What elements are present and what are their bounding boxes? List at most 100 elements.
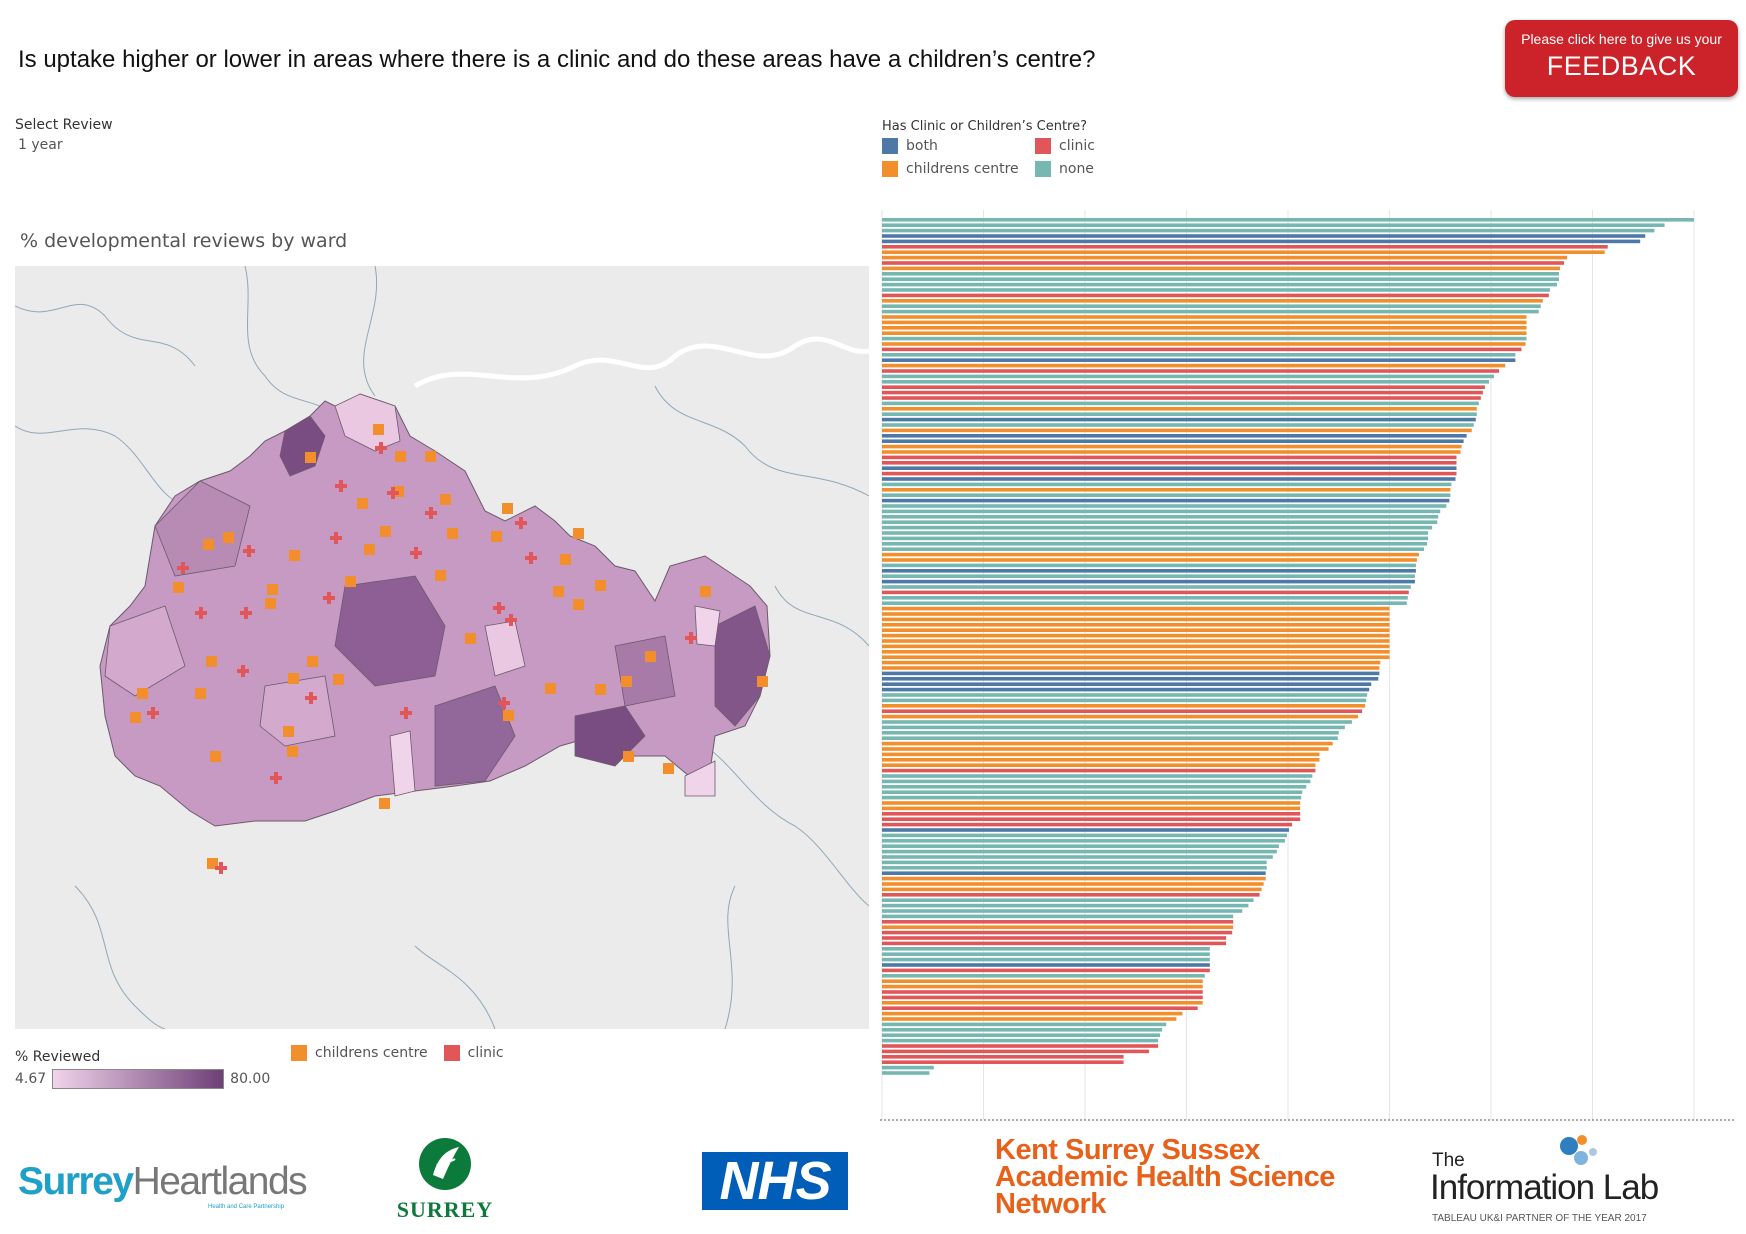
bar[interactable] (882, 531, 1429, 535)
bar[interactable] (882, 898, 1254, 902)
bar[interactable] (882, 623, 1390, 627)
legend-item-clinic[interactable]: clinic (1035, 138, 1155, 154)
bar[interactable] (882, 266, 1561, 271)
bar[interactable] (882, 682, 1372, 686)
bar[interactable] (882, 714, 1359, 719)
bar[interactable] (882, 952, 1210, 956)
bar[interactable] (882, 617, 1390, 622)
bar[interactable] (882, 828, 1290, 832)
bar[interactable] (882, 698, 1367, 703)
bar[interactable] (882, 1001, 1203, 1005)
bar[interactable] (882, 1038, 1159, 1043)
bar[interactable] (882, 903, 1249, 908)
bar[interactable] (882, 444, 1462, 449)
bar[interactable] (882, 795, 1302, 800)
bar[interactable] (882, 434, 1467, 438)
bar[interactable] (882, 412, 1477, 416)
bar[interactable] (882, 866, 1267, 870)
bar[interactable] (882, 876, 1266, 881)
bar[interactable] (882, 768, 1316, 773)
bar[interactable] (882, 336, 1527, 341)
bar[interactable] (882, 574, 1415, 578)
bar[interactable] (882, 606, 1390, 611)
bar[interactable] (882, 995, 1203, 1000)
bar[interactable] (882, 525, 1433, 530)
bar[interactable] (882, 677, 1379, 681)
bar[interactable] (882, 860, 1267, 865)
bar[interactable] (882, 1060, 1124, 1064)
bar[interactable] (882, 471, 1457, 476)
bar[interactable] (882, 936, 1227, 940)
bar[interactable] (882, 547, 1425, 551)
bar[interactable] (882, 779, 1311, 784)
bar[interactable] (882, 882, 1264, 886)
bar[interactable] (882, 785, 1307, 789)
bar[interactable] (882, 763, 1316, 767)
bar[interactable] (882, 315, 1527, 319)
bar[interactable] (882, 520, 1438, 524)
bar[interactable] (882, 709, 1363, 713)
bar[interactable] (882, 309, 1539, 314)
bar[interactable] (882, 1017, 1177, 1021)
bar[interactable] (882, 536, 1429, 541)
bar[interactable] (882, 380, 1489, 384)
bar[interactable] (882, 342, 1526, 346)
bar[interactable] (882, 385, 1485, 389)
bar[interactable] (882, 1006, 1198, 1010)
bar[interactable] (882, 450, 1461, 454)
bar[interactable] (882, 774, 1313, 778)
bar[interactable] (882, 817, 1301, 821)
bar[interactable] (882, 363, 1506, 368)
bar[interactable] (882, 731, 1339, 735)
bar[interactable] (882, 720, 1352, 724)
bar[interactable] (882, 542, 1428, 546)
bar[interactable] (882, 423, 1474, 427)
bar[interactable] (882, 628, 1390, 632)
select-review-filter[interactable]: Select Review 1 year (15, 117, 113, 153)
ward-bar-chart[interactable] (880, 210, 1736, 1130)
bar[interactable] (882, 596, 1408, 600)
bar[interactable] (882, 693, 1368, 697)
bar[interactable] (882, 250, 1605, 254)
bar[interactable] (882, 353, 1516, 357)
bar[interactable] (882, 1055, 1124, 1059)
bar[interactable] (882, 509, 1441, 514)
bar[interactable] (882, 990, 1203, 994)
bar[interactable] (882, 320, 1527, 325)
bar[interactable] (882, 288, 1550, 292)
ward-map[interactable] (15, 266, 869, 1029)
bar[interactable] (882, 968, 1210, 973)
bar[interactable] (882, 1065, 934, 1070)
bar[interactable] (882, 1044, 1159, 1048)
bar[interactable] (882, 801, 1301, 805)
bar[interactable] (882, 979, 1203, 983)
bar[interactable] (882, 736, 1338, 740)
select-review-value[interactable]: 1 year (18, 137, 63, 153)
bar[interactable] (882, 758, 1320, 762)
bar[interactable] (882, 498, 1450, 503)
bar[interactable] (882, 639, 1390, 643)
bar[interactable] (882, 963, 1210, 967)
bar[interactable] (882, 725, 1345, 730)
bar[interactable] (882, 687, 1370, 692)
bar[interactable] (882, 974, 1205, 978)
bar[interactable] (882, 228, 1655, 233)
bar[interactable] (882, 660, 1381, 665)
feedback-button[interactable]: Please click here to give us your FEEDBA… (1505, 20, 1738, 97)
bar[interactable] (882, 1049, 1149, 1054)
bar[interactable] (882, 666, 1380, 670)
bar[interactable] (882, 704, 1366, 708)
bar[interactable] (882, 461, 1457, 465)
bar[interactable] (882, 347, 1522, 352)
bar[interactable] (882, 914, 1234, 919)
bar[interactable] (882, 671, 1380, 676)
bar[interactable] (882, 563, 1416, 568)
bar[interactable] (882, 558, 1417, 562)
bar[interactable] (882, 515, 1439, 519)
bar[interactable] (882, 282, 1557, 287)
bar[interactable] (882, 871, 1266, 875)
bar[interactable] (882, 396, 1481, 400)
bar[interactable] (882, 752, 1320, 757)
bar[interactable] (882, 984, 1203, 989)
bar[interactable] (882, 374, 1495, 379)
